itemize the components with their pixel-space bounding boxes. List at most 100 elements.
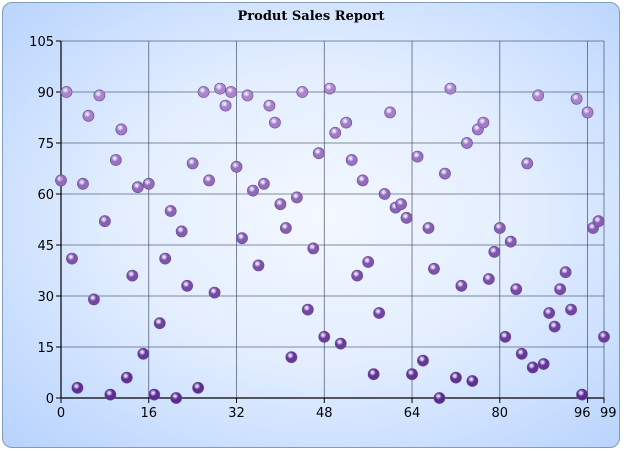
data-point (115, 123, 128, 136)
data-point (554, 283, 567, 296)
data-point (334, 337, 347, 350)
chart-title: Produt Sales Report (237, 9, 385, 24)
data-point (60, 86, 73, 98)
scatter-plot: 0 15 30 45 60 75 90 105 0 16 32 48 64 80 96 99 (29, 35, 617, 421)
data-point (148, 388, 161, 401)
data-point (164, 205, 177, 217)
data-point (258, 177, 270, 190)
data-point (208, 286, 221, 299)
data-point (252, 259, 265, 272)
data-point (565, 303, 577, 316)
data-point (93, 89, 106, 102)
chart-frame: Produt Sales Report 0 15 30 45 60 75 90 105 0 16 3… (2, 2, 620, 448)
x-tick-label: 32 (228, 406, 245, 421)
data-point (247, 184, 259, 197)
data-point (548, 320, 561, 333)
data-point (77, 177, 89, 190)
data-point (131, 181, 144, 194)
data-point (186, 157, 199, 170)
data-point (137, 347, 150, 360)
y-tick-label: 60 (37, 188, 54, 203)
data-point (362, 256, 375, 268)
x-tick-label: 96 (574, 406, 591, 421)
data-point (384, 106, 396, 119)
data-point (340, 116, 353, 129)
data-point (515, 347, 528, 360)
data-point (493, 222, 506, 234)
data-point (120, 371, 133, 384)
data-point (433, 392, 446, 404)
data-point (455, 279, 468, 292)
data-point (296, 86, 309, 98)
data-point (439, 167, 451, 180)
data-point (109, 154, 122, 166)
data-point (142, 177, 155, 190)
data-point (411, 150, 424, 163)
data-point (351, 269, 364, 282)
data-point (329, 126, 342, 139)
x-tick-label: 16 (140, 406, 157, 421)
data-point (301, 303, 314, 316)
data-point (230, 160, 243, 173)
data-point (428, 262, 440, 275)
data-point (378, 188, 391, 200)
data-point (532, 89, 545, 102)
data-point (236, 232, 248, 245)
data-point (197, 86, 210, 98)
data-point (576, 388, 588, 401)
data-point (219, 99, 232, 112)
x-tick-label: 48 (316, 406, 333, 421)
data-point (559, 266, 572, 279)
y-tick-label: 90 (37, 86, 54, 101)
data-point (263, 99, 276, 112)
data-point (444, 82, 457, 95)
data-point (537, 358, 550, 370)
x-tick-label: 99 (600, 406, 617, 421)
data-point (203, 174, 215, 187)
y-tick-label: 0 (46, 392, 54, 407)
data-point (581, 106, 594, 119)
data-point (159, 252, 172, 265)
data-point (482, 273, 495, 285)
data-point (82, 109, 95, 122)
data-point (543, 307, 556, 319)
data-point (345, 154, 358, 166)
data-point (499, 330, 512, 343)
x-tick-label: 64 (404, 406, 421, 421)
data-point (225, 86, 237, 98)
y-tick-label: 105 (29, 35, 54, 50)
data-point (170, 392, 183, 404)
y-tick-label: 30 (37, 290, 54, 305)
data-point (126, 269, 139, 282)
data-point (395, 198, 407, 211)
data-point (98, 215, 111, 228)
data-point (450, 371, 462, 384)
data-point (104, 388, 117, 401)
data-point (598, 330, 610, 343)
data-point (181, 279, 194, 292)
data-point (66, 252, 78, 265)
data-point (214, 82, 226, 95)
data-point (460, 137, 473, 149)
data-point (526, 361, 539, 374)
data-point (153, 317, 166, 330)
data-point (367, 368, 380, 381)
y-tick-label: 15 (37, 341, 54, 356)
data-point (510, 283, 523, 296)
data-point (192, 381, 205, 394)
data-point (269, 116, 281, 129)
data-point (241, 89, 254, 102)
y-tick-label: 75 (37, 137, 54, 152)
data-point (71, 381, 84, 394)
data-point (400, 211, 413, 224)
x-tick-label: 0 (57, 406, 65, 421)
data-point (279, 222, 292, 234)
data-point (417, 354, 429, 367)
data-point (356, 174, 369, 187)
data-point (521, 157, 534, 170)
data-point (570, 92, 583, 105)
x-tick-label: 80 (492, 406, 509, 421)
data-point (312, 147, 325, 160)
data-point (592, 215, 605, 228)
data-point (488, 245, 501, 258)
